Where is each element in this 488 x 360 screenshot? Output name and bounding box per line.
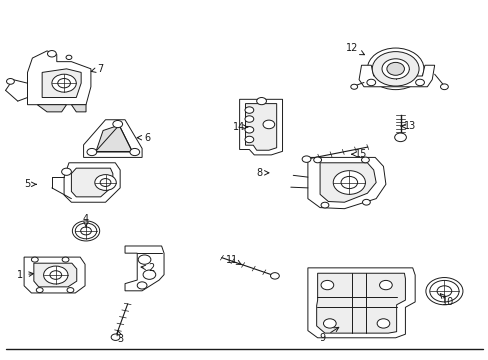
- Text: 4: 4: [83, 215, 89, 227]
- Circle shape: [100, 179, 111, 186]
- Polygon shape: [125, 246, 163, 291]
- Circle shape: [113, 121, 122, 128]
- Circle shape: [6, 78, 14, 84]
- Circle shape: [67, 288, 74, 293]
- Polygon shape: [83, 120, 142, 157]
- Text: 8: 8: [256, 168, 268, 178]
- Polygon shape: [34, 263, 77, 287]
- Text: 14: 14: [232, 122, 247, 132]
- Circle shape: [321, 202, 328, 208]
- Circle shape: [321, 280, 333, 290]
- Polygon shape: [37, 105, 66, 112]
- Circle shape: [31, 257, 38, 262]
- Polygon shape: [64, 163, 120, 202]
- Circle shape: [415, 79, 424, 86]
- Polygon shape: [24, 257, 85, 293]
- Circle shape: [61, 168, 71, 175]
- Text: 1: 1: [17, 270, 33, 280]
- Polygon shape: [71, 105, 86, 112]
- Circle shape: [138, 255, 151, 264]
- Circle shape: [81, 227, 91, 235]
- Circle shape: [270, 273, 279, 279]
- Circle shape: [36, 288, 43, 293]
- Circle shape: [50, 271, 61, 279]
- Text: 6: 6: [137, 133, 150, 143]
- Circle shape: [256, 98, 266, 105]
- Circle shape: [362, 199, 369, 205]
- Circle shape: [379, 280, 391, 290]
- Circle shape: [340, 176, 357, 189]
- Circle shape: [386, 62, 404, 75]
- Circle shape: [436, 286, 451, 297]
- Text: 9: 9: [319, 327, 338, 343]
- Circle shape: [429, 280, 458, 302]
- Circle shape: [58, 78, 70, 88]
- Circle shape: [381, 59, 408, 79]
- Circle shape: [366, 79, 375, 86]
- Circle shape: [244, 107, 253, 113]
- Circle shape: [66, 55, 72, 59]
- Circle shape: [366, 48, 423, 90]
- Circle shape: [95, 175, 116, 190]
- Polygon shape: [245, 104, 276, 150]
- Circle shape: [323, 319, 335, 328]
- Circle shape: [440, 84, 447, 90]
- Text: 13: 13: [400, 121, 416, 131]
- Text: 5: 5: [24, 179, 36, 189]
- Circle shape: [244, 116, 253, 122]
- Circle shape: [313, 157, 321, 163]
- Circle shape: [302, 156, 310, 162]
- Text: 12: 12: [345, 43, 364, 55]
- Text: 15: 15: [351, 149, 367, 159]
- Polygon shape: [316, 273, 405, 333]
- Text: 3: 3: [117, 330, 123, 343]
- Circle shape: [143, 270, 156, 279]
- Circle shape: [332, 171, 365, 194]
- Circle shape: [62, 257, 69, 262]
- Polygon shape: [358, 65, 434, 87]
- Polygon shape: [239, 99, 282, 155]
- Circle shape: [263, 120, 274, 129]
- Polygon shape: [42, 69, 81, 98]
- Polygon shape: [27, 51, 91, 105]
- Circle shape: [244, 127, 253, 133]
- Polygon shape: [307, 157, 385, 209]
- Circle shape: [361, 157, 368, 163]
- Text: 10: 10: [439, 294, 453, 307]
- Circle shape: [111, 334, 120, 341]
- Circle shape: [371, 51, 418, 86]
- Polygon shape: [96, 125, 132, 152]
- Polygon shape: [71, 168, 113, 197]
- Text: 2: 2: [141, 263, 155, 273]
- Circle shape: [52, 74, 76, 92]
- Circle shape: [376, 319, 389, 328]
- Circle shape: [130, 148, 140, 156]
- Text: 7: 7: [91, 64, 103, 74]
- Circle shape: [47, 50, 56, 57]
- Text: 11: 11: [226, 255, 241, 265]
- Circle shape: [43, 266, 68, 284]
- Polygon shape: [307, 268, 414, 338]
- Polygon shape: [320, 163, 375, 202]
- Circle shape: [87, 148, 97, 156]
- Circle shape: [75, 223, 97, 239]
- Circle shape: [394, 133, 406, 141]
- Circle shape: [137, 282, 147, 289]
- Circle shape: [244, 136, 253, 143]
- Circle shape: [350, 84, 357, 89]
